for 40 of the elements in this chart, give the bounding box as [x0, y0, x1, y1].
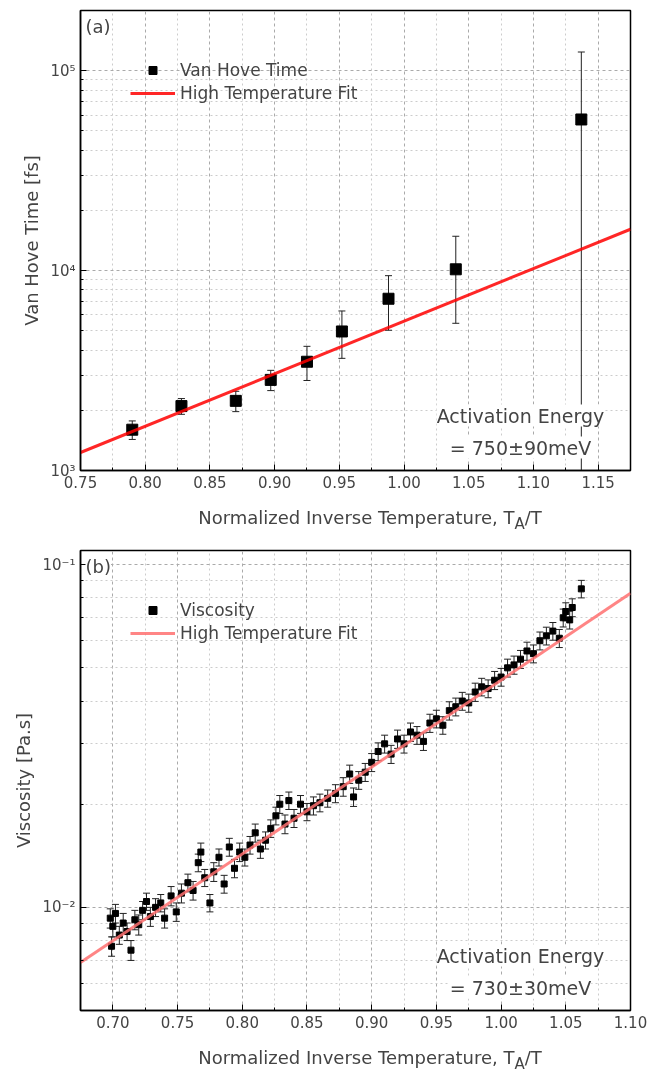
- annotation: (b): [85, 555, 111, 577]
- annotation: Activation Energy: [436, 944, 605, 967]
- y-tick-label: 10⁵: [50, 61, 76, 80]
- legend-label: High Temperature Fit: [180, 83, 358, 103]
- point: [575, 113, 588, 126]
- x-tick-label: 1.00: [484, 1013, 518, 1032]
- x-tick-label: 0.85: [193, 473, 227, 492]
- legend-label: High Temperature Fit: [180, 623, 358, 643]
- x-tick-label: 1.00: [387, 473, 421, 492]
- annotation: = 750±90meV: [449, 436, 592, 459]
- x-axis-title: Normalized Inverse Temperature, T$_{A}$/T: [198, 1046, 542, 1072]
- x-tick-label: 1.15: [581, 473, 615, 492]
- x-tick-label: 0.90: [354, 1013, 389, 1032]
- x-tick-label: 1.05: [549, 1013, 583, 1032]
- x-tick-label: 0.95: [419, 1013, 454, 1032]
- point: [449, 263, 462, 276]
- x-axis-title: Normalized Inverse Temperature, T$_{A}$/T: [198, 506, 542, 535]
- x-tick-label: 0.90: [257, 473, 292, 492]
- x-tick-label: 0.85: [290, 1013, 324, 1032]
- y-tick-label: 10⁻¹: [42, 555, 76, 574]
- legend-label: Van Hove Time: [180, 60, 308, 80]
- annotation: (a): [85, 15, 111, 37]
- annotation: = 730±30meV: [449, 976, 592, 999]
- point: [335, 325, 348, 338]
- x-tick-label: 1.05: [452, 473, 486, 492]
- y-axis-title: Van Hove Time [fs]: [21, 155, 43, 326]
- x-tick-label: 0.75: [160, 1013, 195, 1032]
- point: [229, 394, 242, 407]
- x-tick-label: 1.10: [516, 473, 551, 492]
- x-tick-label: 0.80: [128, 473, 162, 492]
- y-tick-label: 10⁴: [50, 261, 76, 280]
- legend-label: Viscosity: [180, 600, 255, 620]
- annotation: Activation Energy: [436, 404, 605, 427]
- y-axis-title: Viscosity [Pa.s]: [13, 712, 35, 849]
- x-tick-label: 0.95: [322, 473, 357, 492]
- y-tick-label: 10⁻²: [42, 898, 76, 917]
- x-tick-label: 0.80: [225, 1013, 259, 1032]
- point: [382, 292, 395, 305]
- x-tick-label: 0.70: [96, 1013, 130, 1032]
- x-tick-label: 1.10: [613, 1013, 648, 1032]
